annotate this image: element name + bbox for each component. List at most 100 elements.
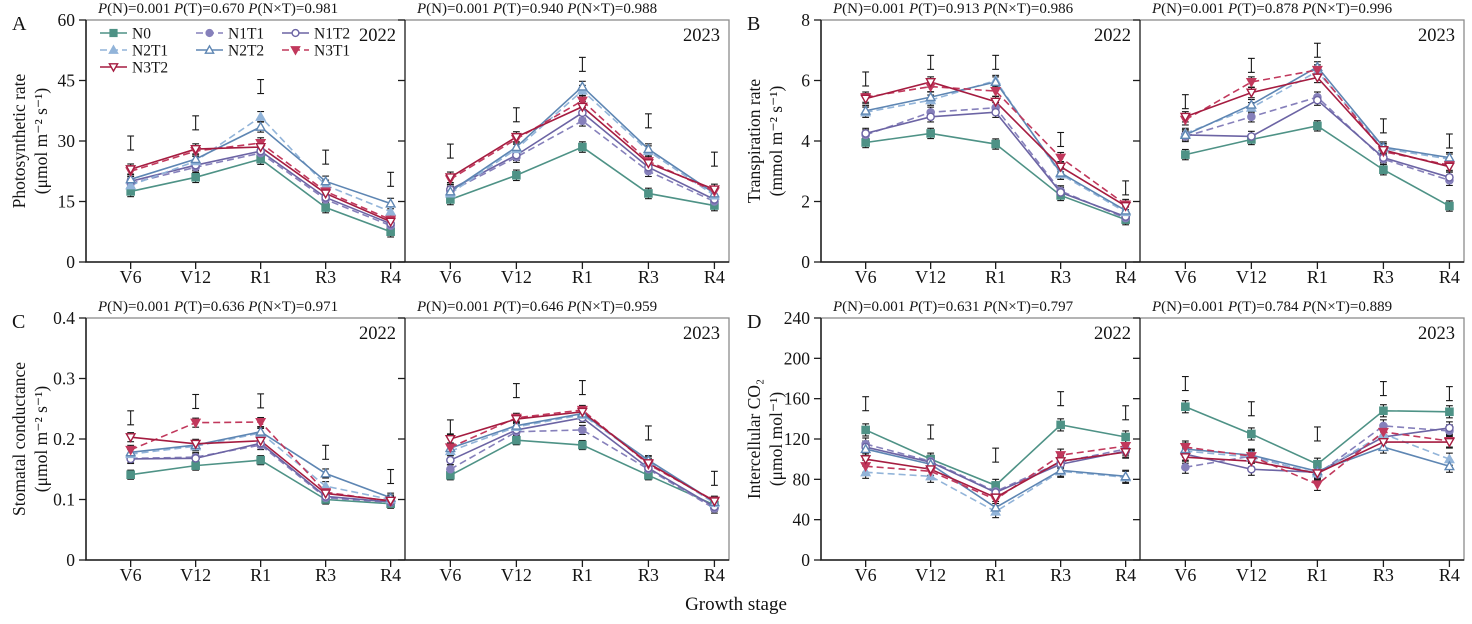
svg-text:R3: R3 (1050, 565, 1071, 585)
svg-text:0: 0 (801, 550, 810, 570)
panel-letter: D (747, 311, 761, 333)
year-label-2023: 2023 (683, 26, 720, 46)
series-markers-N0-2023 (446, 435, 719, 510)
subpanel-2022: P(N)=0.001 P(T)=0.636 P(N×T)=0.971 2022 V6… (97, 299, 401, 585)
legend-label-N3T1: N3T1 (314, 43, 350, 60)
subpanel-2023: P(N)=0.001 P(T)=0.878 P(N×T)=0.996 2023 V6… (1151, 1, 1460, 287)
svg-text:30: 30 (58, 131, 76, 151)
series-line-N1T1-2023 (1185, 96, 1450, 182)
svg-text:V12: V12 (1236, 267, 1267, 287)
svg-text:0: 0 (801, 252, 810, 272)
svg-text:Transpiration rate: Transpiration rate (744, 79, 764, 203)
svg-text:40: 40 (793, 510, 811, 530)
lsd-bars-2023 (446, 56, 718, 167)
subpanel-2023: P(N)=0.001 P(T)=0.646 P(N×T)=0.959 2023 V6… (416, 299, 725, 585)
svg-text:R3: R3 (638, 565, 659, 585)
series-markers-N3T2-2023 (1179, 437, 1455, 480)
plot-frame (85, 317, 730, 561)
p-values-2023: P(N)=0.001 P(T)=0.646 P(N×T)=0.959 (416, 299, 657, 315)
svg-text:R4: R4 (380, 565, 401, 585)
lsd-bars-2023 (1181, 375, 1453, 442)
series-line-N1T1-2023 (449, 429, 715, 510)
x-axis-2023: V6 V12 R1 R3 R4 (1174, 262, 1460, 287)
svg-text:Intercellular CO₂: Intercellular CO₂ (744, 379, 764, 499)
series-markers-N1T1-2023 (1181, 92, 1454, 185)
svg-text:R1: R1 (985, 267, 1006, 287)
svg-text:R4: R4 (1439, 267, 1460, 287)
series-markers-N3T2-2022 (860, 448, 1132, 504)
series-line-N2T1-2022 (865, 470, 1126, 513)
legend-label-N2T1: N2T1 (132, 43, 168, 60)
svg-text:R3: R3 (638, 267, 659, 287)
x-axis-2023: V6 V12 R1 R3 R4 (1174, 560, 1460, 585)
panel-letter: B (747, 13, 760, 35)
svg-text:R4: R4 (1115, 267, 1136, 287)
subpanel-2023: P(N)=0.001 P(T)=0.940 P(N×T)=0.988 2023 V6… (416, 1, 725, 287)
svg-text:V6: V6 (439, 565, 461, 585)
svg-text:120: 120 (784, 429, 811, 449)
y-axis: 0 2 4 6 8 (801, 10, 1140, 272)
svg-text:R1: R1 (572, 565, 593, 585)
chart-panel-d: D Intercellular CO₂ (μmol mol⁻¹) 0 40 80 120 16… (744, 299, 1465, 585)
svg-text:R1: R1 (1307, 267, 1328, 287)
svg-text:8: 8 (801, 10, 810, 30)
svg-text:2: 2 (801, 192, 810, 212)
svg-text:V6: V6 (1174, 267, 1196, 287)
legend-label-N1T1: N1T1 (228, 26, 264, 43)
panel-d-intercellular-co2: D Intercellular CO₂ (μmol mol⁻¹) 0 40 80 120 16… (735, 298, 1471, 596)
series-markers-N0-2022 (861, 129, 1130, 224)
series-markers-N3T2-2023 (444, 102, 720, 196)
panel-letter: C (12, 311, 25, 333)
series-markers-N3T2-2023 (1179, 73, 1455, 173)
panel-c-stomatal-conductance: C Stomatal conductance (μmol m⁻² s⁻¹) 0 0.1 0… (0, 298, 736, 596)
panel-a-photosynthetic-rate: A Photosynthetic rate (μmol m⁻² s⁻¹) 0 15 30 4… (0, 0, 736, 298)
lsd-bars-2022 (127, 393, 395, 485)
svg-text:R1: R1 (572, 267, 593, 287)
subpanel-2022: P(N)=0.001 P(T)=0.670 P(N×T)=0.981 2022 V6… (97, 1, 401, 287)
y-axis-title: Intercellular CO₂ (μmol mol⁻¹) (744, 379, 786, 499)
svg-text:0.2: 0.2 (53, 429, 75, 449)
svg-text:60: 60 (58, 10, 76, 30)
series-markers-N2T2-2022 (125, 121, 397, 208)
series-line-N1T2-2022 (130, 442, 391, 503)
svg-text:15: 15 (58, 192, 76, 212)
series-markers-N2T2-2023 (444, 407, 720, 506)
svg-text:R3: R3 (1050, 267, 1071, 287)
x-axis-2022: V6 V12 R1 R3 R4 (120, 262, 401, 287)
svg-text:(mmol m⁻² s⁻¹): (mmol m⁻² s⁻¹) (766, 86, 786, 197)
svg-text:240: 240 (784, 308, 811, 328)
chart-panel-a: A Photosynthetic rate (μmol m⁻² s⁻¹) 0 15 30 4… (9, 1, 730, 287)
svg-text:0.4: 0.4 (53, 308, 75, 328)
svg-text:V12: V12 (915, 565, 946, 585)
series-markers-N3T2-2022 (860, 77, 1132, 212)
subpanel-2022: P(N)=0.001 P(T)=0.631 P(N×T)=0.797 2022 V6… (832, 299, 1136, 585)
svg-text:0.1: 0.1 (53, 490, 75, 510)
y-axis-title: Stomatal conductance (μmol m⁻² s⁻¹) (9, 362, 51, 516)
svg-text:R1: R1 (250, 267, 271, 287)
lsd-bars-2022 (127, 79, 395, 187)
subpanel-2023: P(N)=0.001 P(T)=0.784 P(N×T)=0.889 2023 V6… (1151, 299, 1460, 585)
y-axis: 0 40 80 120 160 200 240 (784, 308, 1140, 570)
panel-b-transpiration-rate: B Transpiration rate (mmol m⁻² s⁻¹) 0 2 4 6 8 P(… (735, 0, 1471, 298)
svg-text:R4: R4 (1439, 565, 1460, 585)
series-line-N2T1-2022 (130, 432, 391, 501)
svg-text:45: 45 (58, 71, 76, 91)
svg-text:160: 160 (784, 389, 811, 409)
legend-label-N3T2: N3T2 (132, 60, 168, 77)
svg-text:V6: V6 (855, 267, 877, 287)
p-values-2022: P(N)=0.001 P(T)=0.631 P(N×T)=0.797 (832, 299, 1074, 315)
series-markers-N3T2-2022 (125, 142, 397, 228)
y-axis-title: Transpiration rate (mmol m⁻² s⁻¹) (744, 79, 786, 203)
svg-text:R4: R4 (704, 267, 725, 287)
svg-text:R4: R4 (380, 267, 401, 287)
svg-text:(μmol mol⁻¹): (μmol mol⁻¹) (766, 392, 786, 487)
svg-text:V6: V6 (439, 267, 461, 287)
x-axis-2022: V6 V12 R1 R3 R4 (855, 560, 1136, 585)
year-label-2022: 2022 (1094, 26, 1131, 46)
chart-panel-b: B Transpiration rate (mmol m⁻² s⁻¹) 0 2 4 6 8 P(… (744, 1, 1465, 287)
series-markers-N2T2-2022 (860, 76, 1132, 215)
legend-label-N2T2: N2T2 (228, 43, 264, 60)
svg-text:R1: R1 (985, 565, 1006, 585)
series-markers-N3T2-2023 (444, 407, 720, 508)
svg-text:R4: R4 (704, 565, 725, 585)
